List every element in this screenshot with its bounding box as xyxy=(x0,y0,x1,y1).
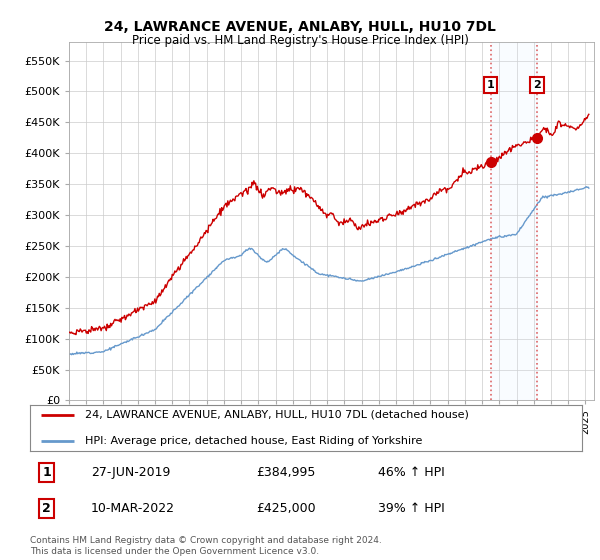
Text: 24, LAWRANCE AVENUE, ANLABY, HULL, HU10 7DL (detached house): 24, LAWRANCE AVENUE, ANLABY, HULL, HU10 … xyxy=(85,410,469,420)
Text: 1: 1 xyxy=(42,466,51,479)
Bar xyxy=(491,42,537,400)
Text: HPI: Average price, detached house, East Riding of Yorkshire: HPI: Average price, detached house, East… xyxy=(85,436,422,446)
Text: £384,995: £384,995 xyxy=(256,466,316,479)
Text: 46% ↑ HPI: 46% ↑ HPI xyxy=(378,466,445,479)
Text: 39% ↑ HPI: 39% ↑ HPI xyxy=(378,502,445,515)
Text: £425,000: £425,000 xyxy=(256,502,316,515)
Text: Price paid vs. HM Land Registry's House Price Index (HPI): Price paid vs. HM Land Registry's House … xyxy=(131,34,469,46)
Text: 10-MAR-2022: 10-MAR-2022 xyxy=(91,502,175,515)
Text: 27-JUN-2019: 27-JUN-2019 xyxy=(91,466,170,479)
Text: 2: 2 xyxy=(42,502,51,515)
Text: 1: 1 xyxy=(487,80,494,90)
Text: 2: 2 xyxy=(533,80,541,90)
Text: 24, LAWRANCE AVENUE, ANLABY, HULL, HU10 7DL: 24, LAWRANCE AVENUE, ANLABY, HULL, HU10 … xyxy=(104,20,496,34)
Text: Contains HM Land Registry data © Crown copyright and database right 2024.
This d: Contains HM Land Registry data © Crown c… xyxy=(30,536,382,556)
